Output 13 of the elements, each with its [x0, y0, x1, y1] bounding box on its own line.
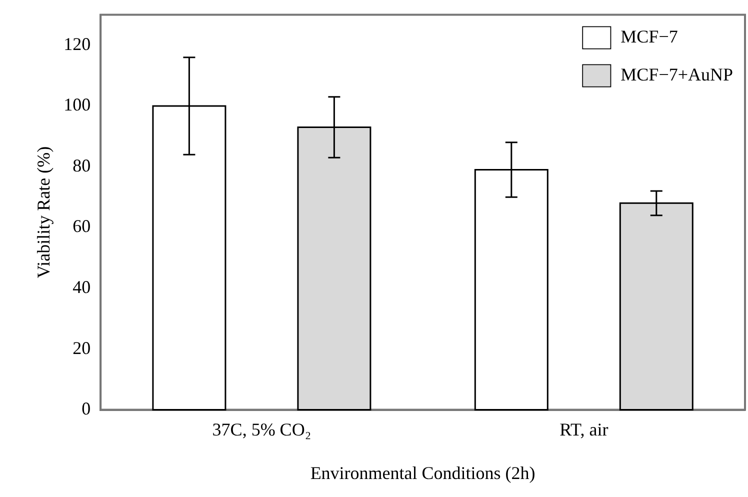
y-tick-label: 120 [64, 34, 91, 54]
legend-label: MCF−7+AuNP [620, 64, 734, 85]
x-tick-label: RT, air [560, 419, 608, 440]
y-tick-label: 20 [72, 338, 91, 358]
y-tick-label: 60 [72, 216, 91, 236]
legend-label: MCF−7 [620, 26, 678, 47]
y-tick-label: 0 [82, 398, 91, 419]
x-tick-label: 37C, 5% CO₂ [212, 419, 312, 440]
y-tick-label: 80 [72, 155, 91, 176]
y-axis-title: Viability Rate (%) [34, 146, 54, 278]
y-tick-label: 100 [64, 94, 91, 115]
y-tick-label: 40 [72, 276, 91, 297]
x-axis-title: Environmental Conditions (2h) [310, 462, 536, 483]
